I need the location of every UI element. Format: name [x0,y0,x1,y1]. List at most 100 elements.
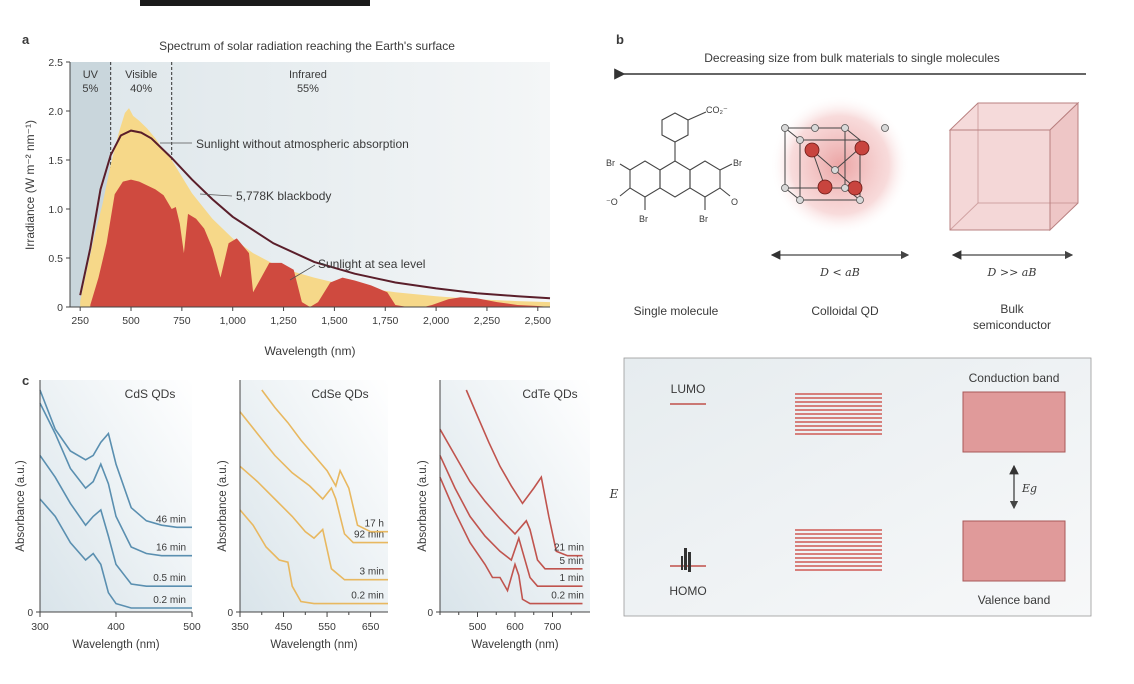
x-tick-label: 550 [318,621,336,633]
qd-energy-levels [795,393,882,571]
y-tick-label: 1.5 [48,155,63,167]
annotation-extraterrestrial: Sunlight without atmospheric absorption [196,137,409,151]
absorbance-series-label: 21 min [554,543,584,554]
chart-a-title: Spectrum of solar radiation reaching the… [159,39,455,53]
lumo-label: LUMO [671,382,706,396]
label-br-left: Br [606,158,615,168]
absorbance-xlabel: Wavelength (nm) [471,639,558,651]
x-tick-label: 650 [362,621,380,633]
absorbance-ylabel: Absorbance (a.u.) [15,460,27,552]
clipped-heading [140,0,370,6]
homo-label: HOMO [669,584,706,598]
y-tick-label: 0 [27,608,33,619]
x-tick-label: 1,250 [270,315,296,327]
item-bulk-line2: semiconductor [973,318,1051,332]
absorbance-series-label: 92 min [354,530,384,541]
absorbance-series-line [239,411,388,544]
x-tick-label: 450 [275,621,293,633]
absorbance-chart: CdS QDs 0.2 min 0.5 min 16 min 46 min 0 300 400… [15,380,201,651]
absorbance-title: CdSe QDs [311,387,368,401]
molecule-structure [619,111,733,210]
molecule-ring-right [689,160,721,198]
series-sealevel-area [90,179,551,307]
absorbance-series-line [239,509,388,605]
absorbance-series-line [39,498,192,609]
homo-electrons [681,548,691,572]
item-bulk-line1: Bulk [1000,302,1024,316]
molecule-bond-o-minus [619,187,631,197]
panel-label-a: a [22,32,30,47]
absorbance-plot-area [440,380,590,612]
molecule-ring-top [661,112,689,143]
absorbance-series-line [439,455,583,587]
qd-lattice-back [799,139,861,201]
qd-node [781,124,789,132]
annotation-sealevel: Sunlight at sea level [318,257,425,271]
absorbance-series-label: 3 min [360,567,384,578]
conduction-band [962,391,1066,453]
qd-node [796,196,804,204]
y-tick-label: 1.0 [48,204,63,216]
absorbance-title: CdTe QDs [522,387,577,401]
region-name: Infrared [289,69,327,81]
x-tick-label: 2,000 [423,315,449,327]
valence-band-label: Valence band [978,593,1051,607]
qd-node [881,124,889,132]
region-value: 40% [130,83,152,95]
x-tick-label: 1,500 [321,315,347,327]
absorbance-series-line [439,428,583,570]
conduction-band-label: Conduction band [969,371,1060,385]
label-br-right: Br [733,158,742,168]
absorbance-series-label: 0.2 min [351,591,384,602]
y-tick-label: 0.5 [48,253,63,265]
absorbance-series-label: 0.2 min [153,595,186,606]
item-colloidal-qd: Colloidal QD [811,304,879,318]
qd-node [841,184,849,192]
molecule-ring-left [629,160,661,198]
molecule-bond-o [719,187,731,197]
qd-node [781,184,789,192]
molecule-bond-carboxyl [687,111,707,121]
y-tick-label: 0 [57,302,63,314]
x-tick-label: 300 [31,621,49,633]
label-br-bottom-left: Br [639,214,648,224]
qd-node [796,136,804,144]
absorbance-series-label: 0.5 min [153,573,186,584]
x-tick-label: 1,750 [372,315,398,327]
qd-atom [804,142,820,158]
absorbance-series-label: 17 h [365,519,384,530]
qd-atom [817,179,833,195]
x-tick-label: 500 [122,315,140,327]
bulk-cube [948,101,1080,232]
absorbance-xlabel: Wavelength (nm) [270,639,357,651]
item-single-molecule: Single molecule [634,304,719,318]
series-blackbody-line [79,129,551,300]
x-tick-label: 250 [71,315,89,327]
size-arrow-label: Decreasing size from bulk materials to s… [704,51,999,65]
absorbance-ylabel: Absorbance (a.u.) [417,460,429,552]
panel-label-c: c [22,373,29,388]
bulk-size-label: D >> aB [987,266,1037,279]
absorbance-series-line [465,389,583,557]
label-br-bottom-right: Br [699,214,708,224]
x-tick-label: 600 [506,621,524,633]
x-tick-label: 1,000 [220,315,246,327]
y-tick-label: 2.5 [48,57,63,69]
absorbance-series-line [39,454,192,587]
label-o-minus: ⁻O [606,197,618,207]
region-name: UV [83,69,99,81]
absorbance-plot-area [240,380,388,612]
chart-a-ylabel: Irradiance (W m⁻² nm⁻¹) [23,120,37,250]
label-co2: CO₂⁻ [706,105,728,115]
y-tick-label: 2.0 [48,106,63,118]
x-tick-label: 400 [107,621,125,633]
energy-axis-label: E [609,487,619,501]
valence-band [962,520,1066,582]
absorbance-series-label: 0.2 min [551,591,584,602]
x-tick-label: 500 [183,621,201,633]
y-tick-label: 0 [427,608,433,619]
absorbance-series-line [39,389,192,529]
qd-node [856,196,864,204]
